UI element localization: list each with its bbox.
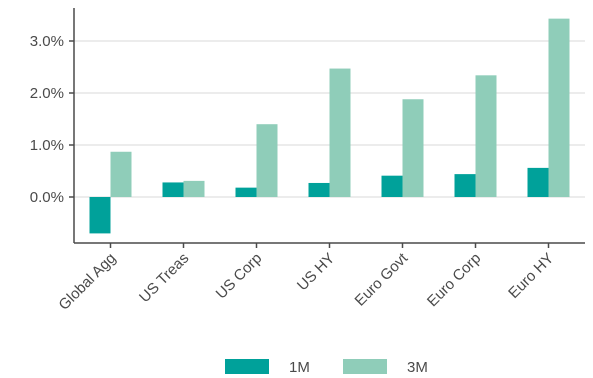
y-tick-label: 2.0% [30,85,64,102]
y-tick-label: 0.0% [30,189,64,206]
bar-1m-us-hy [308,182,330,197]
x-axis-categories: Global Agg US Treas US Corp US HY Euro Govt E… [55,243,557,314]
bar-3m-euro-hy [548,18,570,197]
x-category-label: Euro Corp [424,250,484,310]
bar-1m-euro-corp [454,174,476,197]
bar-1m-euro-govt [381,175,403,197]
legend-label-1m: 1M [289,359,310,376]
bar-3m-euro-corp [475,75,497,197]
y-tick-label: 1.0% [30,137,64,154]
bar-3m-global-agg [110,151,132,197]
x-category-label: US Treas [136,250,192,306]
legend: 1M 3M [225,359,428,376]
bar-3m-us-treas [183,180,205,197]
y-tick-label: 3.0% [30,33,64,50]
bars [89,18,570,234]
y-axis-ticks: 0.0% 1.0% 2.0% 3.0% [30,33,74,206]
bar-3m-us-hy [329,68,351,197]
bar-1m-global-agg [89,197,111,234]
x-category-label: Euro Govt [352,249,412,309]
bar-1m-us-corp [235,187,257,197]
bar-1m-us-treas [162,182,184,197]
x-category-label: US HY [294,250,338,294]
legend-label-3m: 3M [407,359,428,376]
bar-3m-us-corp [256,124,278,197]
bar-3m-euro-govt [402,99,424,197]
x-category-label: Euro HY [505,250,557,302]
x-category-label: US Corp [213,250,266,303]
bar-1m-euro-hy [527,167,549,197]
legend-swatch-1m [225,359,269,374]
x-category-label: Global Agg [55,250,119,314]
legend-swatch-3m [343,359,387,374]
